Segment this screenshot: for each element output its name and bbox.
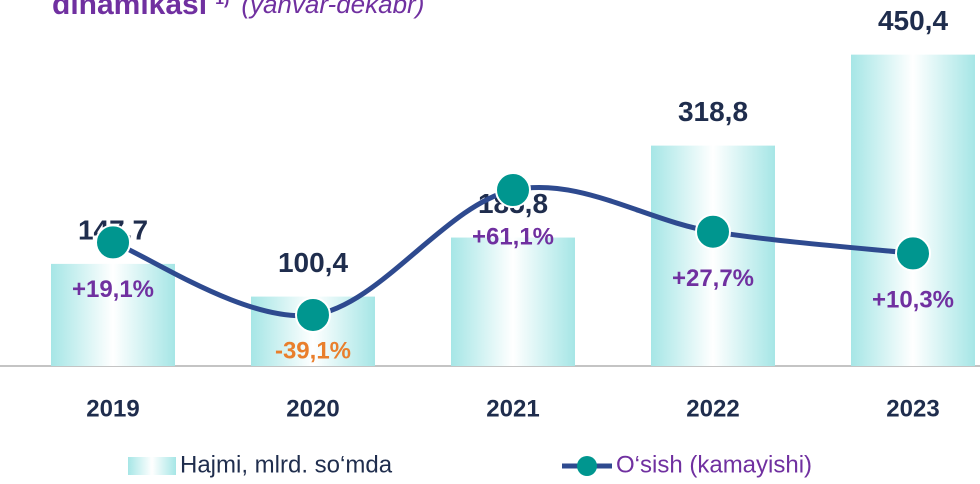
legend-label: O‘sish (kamayishi) bbox=[616, 451, 812, 478]
subtitle: (yanvar-dekabr) bbox=[241, 0, 424, 19]
x-tick-label: 2019 bbox=[86, 395, 139, 422]
growth-label: +27,7% bbox=[672, 265, 754, 292]
bar-value-label: 318,8 bbox=[678, 96, 748, 127]
x-tick-label: 2022 bbox=[686, 395, 739, 422]
legend-swatch-bar bbox=[128, 457, 176, 475]
growth-marker bbox=[295, 296, 331, 333]
growth-marker bbox=[95, 224, 131, 261]
x-tick-label: 2021 bbox=[486, 395, 539, 422]
bar bbox=[51, 263, 175, 366]
bar bbox=[651, 145, 775, 366]
legend-label: Hajmi, mlrd. so‘mda bbox=[180, 451, 393, 478]
bar-value-label: 450,4 bbox=[878, 5, 948, 36]
x-tick-label: 2023 bbox=[886, 395, 939, 422]
bar bbox=[451, 237, 575, 366]
growth-label: +61,1% bbox=[472, 223, 554, 250]
growth-marker bbox=[895, 235, 931, 272]
chart-title: dinamikasi 1) (yanvar-dekabr) bbox=[52, 0, 424, 21]
growth-marker bbox=[695, 213, 731, 250]
x-tick-label: 2020 bbox=[286, 395, 339, 422]
growth-label: +19,1% bbox=[72, 276, 154, 303]
bar-value-label: 100,4 bbox=[278, 247, 348, 278]
growth-marker bbox=[495, 172, 531, 209]
title-text: dinamikasi bbox=[52, 0, 207, 21]
legend-swatch-marker bbox=[577, 456, 597, 476]
growth-label: -39,1% bbox=[275, 337, 351, 364]
bar bbox=[851, 54, 975, 366]
title-note: 1) bbox=[215, 0, 229, 8]
growth-label: +10,3% bbox=[872, 287, 954, 314]
